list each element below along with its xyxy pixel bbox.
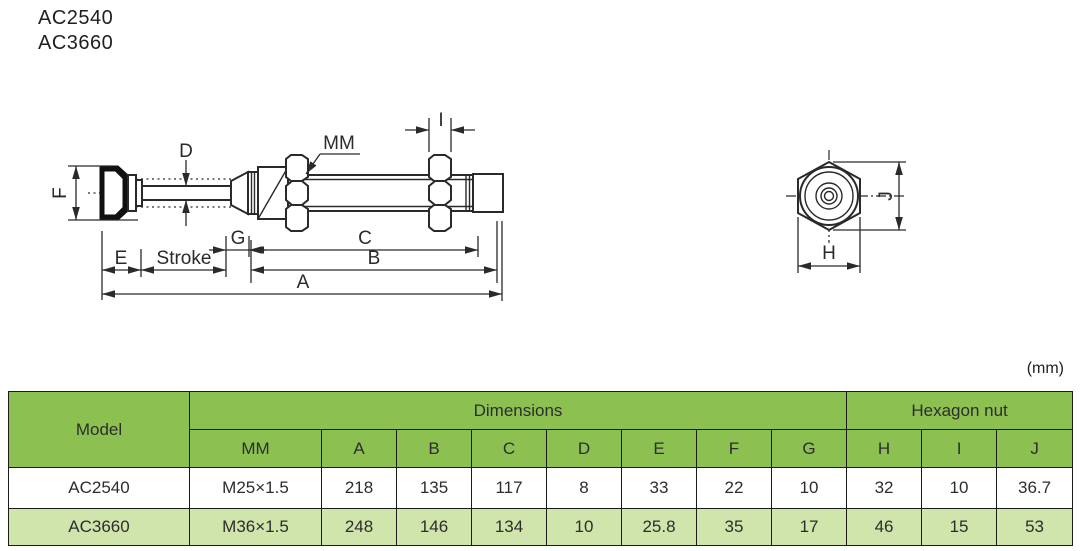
- dim-J: J: [833, 161, 906, 231]
- piston-rod: [141, 185, 232, 201]
- table-row-ac3660: AC3660 M36×1.5 248 146 134 10 25.8 35 17…: [8, 508, 1074, 546]
- hex-nut-side-1: [285, 154, 309, 232]
- spec-table-container: Model Dimensions Hexagon nut MM A B C D …: [8, 391, 1074, 546]
- subheader-mm: MM: [189, 429, 322, 468]
- flange-washer-outer: [127, 174, 137, 212]
- nut-circle-3: [815, 182, 843, 210]
- cell-mm: M25×1.5: [189, 467, 322, 509]
- dim-H: H: [797, 217, 861, 273]
- body-collar: [247, 171, 259, 215]
- dim-stroke: Stroke: [141, 248, 226, 274]
- rubber-cap: [99, 165, 129, 221]
- subheader-j: J: [996, 429, 1074, 468]
- subheader-e: E: [621, 429, 697, 468]
- subheader-i: I: [921, 429, 998, 468]
- hex-nut-front-view: J H: [786, 150, 906, 273]
- cell-model: AC2540: [8, 467, 190, 509]
- nut-circle-outer: [799, 166, 859, 226]
- subheader-b: B: [396, 429, 472, 468]
- cell-c: 117: [471, 467, 547, 509]
- cell-j: 36.7: [996, 467, 1074, 509]
- cell-mm: M36×1.5: [189, 508, 322, 546]
- cell-f: 35: [696, 508, 772, 546]
- cell-a: 218: [321, 467, 397, 509]
- dim-label-D: D: [179, 141, 193, 162]
- dim-label-MM: MM: [323, 133, 355, 154]
- dim-E: E: [102, 248, 141, 274]
- dim-B: B: [251, 248, 497, 274]
- cell-i: 10: [921, 467, 998, 509]
- dim-label-B: B: [368, 248, 381, 269]
- subheader-c: C: [471, 429, 547, 468]
- cell-b: 146: [396, 508, 472, 546]
- page-title: AC2540 AC3660: [38, 6, 113, 56]
- cell-h: 46: [846, 508, 923, 546]
- subheader-d: D: [546, 429, 622, 468]
- model-title-line2: AC3660: [38, 32, 114, 54]
- rear-end-cap: [472, 173, 504, 213]
- subheader-f: F: [696, 429, 772, 468]
- dim-C: C: [251, 228, 478, 254]
- hexagon-outline: [797, 160, 861, 232]
- dim-label-C: C: [358, 228, 372, 249]
- dim-label-J: J: [876, 191, 897, 201]
- model-title-line1: AC2540: [38, 7, 114, 29]
- header-model: Model: [8, 391, 190, 468]
- cell-a: 248: [321, 508, 397, 546]
- dim-label-E: E: [115, 248, 128, 269]
- dim-G: G: [209, 228, 266, 254]
- cell-f: 22: [696, 467, 772, 509]
- subheader-g: G: [770, 429, 848, 468]
- units-note: (mm): [1026, 360, 1064, 377]
- body-nose-cone: [230, 170, 249, 216]
- header-dimensions: Dimensions: [188, 391, 848, 430]
- shock-absorber-side-view: F D MM I: [50, 110, 506, 301]
- cell-e: 25.8: [621, 508, 697, 546]
- table-row-ac2540: AC2540 M25×1.5 218 135 117 8 33 22 10 32…: [8, 467, 1074, 509]
- nut-circle-4: [820, 187, 838, 205]
- dim-label-A: A: [297, 272, 310, 293]
- cell-c: 134: [471, 508, 547, 546]
- dim-A: A: [102, 272, 502, 298]
- cell-e: 33: [621, 467, 697, 509]
- cell-h: 32: [846, 467, 923, 509]
- callout-MM: MM: [305, 133, 360, 175]
- cell-b: 135: [396, 467, 472, 509]
- dimensions-table: Model Dimensions Hexagon nut MM A B C D …: [8, 391, 1074, 546]
- dim-F: F: [50, 165, 138, 221]
- dim-label-I: I: [438, 110, 443, 131]
- nut-circle-2: [804, 171, 854, 221]
- dim-label-H: H: [822, 243, 836, 264]
- dim-label-stroke: Stroke: [157, 248, 212, 269]
- hex-nut-side-2: [428, 154, 452, 232]
- cell-i: 15: [921, 508, 998, 546]
- cell-j: 53: [996, 508, 1074, 546]
- dim-label-G: G: [231, 228, 246, 249]
- subheader-h: H: [846, 429, 923, 468]
- header-hexagon-nut: Hexagon nut: [846, 391, 1074, 430]
- dim-label-F: F: [50, 187, 71, 199]
- dim-I: I: [405, 110, 475, 152]
- cell-d: 10: [546, 508, 622, 546]
- block-diagonal: [257, 166, 289, 220]
- cell-g: 10: [770, 467, 848, 509]
- nut-circle-center: [823, 190, 835, 202]
- cell-g: 17: [770, 508, 848, 546]
- cell-d: 8: [546, 467, 622, 509]
- technical-drawing: F D MM I: [50, 110, 906, 301]
- subheader-a: A: [321, 429, 397, 468]
- cell-model: AC3660: [8, 508, 190, 546]
- dim-D: D: [179, 141, 193, 226]
